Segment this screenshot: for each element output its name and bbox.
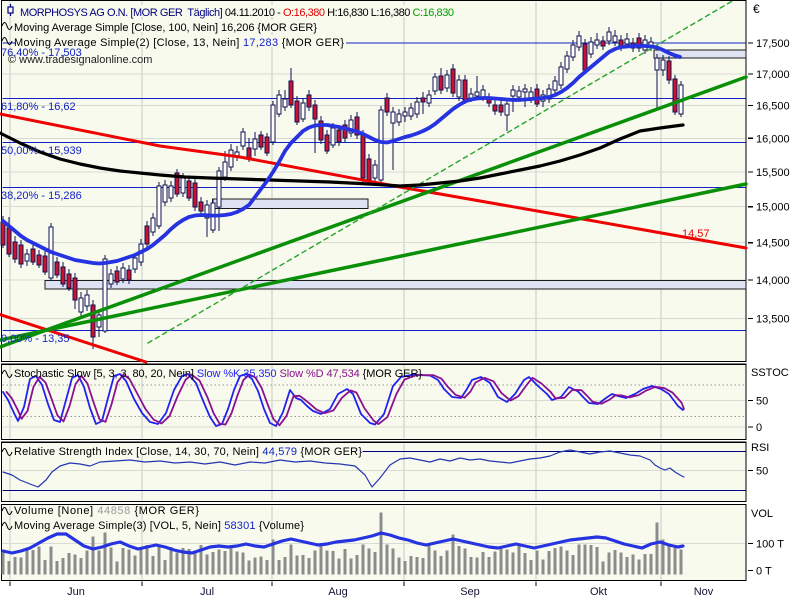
svg-text:Aug: Aug	[328, 586, 348, 598]
svg-text:0 T: 0 T	[756, 566, 772, 578]
svg-text:16,500: 16,500	[756, 101, 790, 113]
svg-text:50,00% - 15,939: 50,00% - 15,939	[1, 145, 82, 157]
svg-text:16,000: 16,000	[756, 133, 790, 145]
svg-text:100 T: 100 T	[756, 539, 784, 551]
svg-text:50: 50	[756, 396, 768, 408]
svg-text:17,000: 17,000	[756, 69, 790, 81]
svg-text:RSI: RSI	[751, 442, 769, 454]
svg-text:Jul: Jul	[200, 586, 214, 598]
svg-text:14,57: 14,57	[682, 228, 710, 240]
svg-text:€: €	[753, 2, 760, 16]
svg-text:61,80% - 16,62: 61,80% - 16,62	[1, 101, 76, 113]
svg-text:Moving Average Simple(3) [VOL,: Moving Average Simple(3) [VOL, 5, Nein] …	[14, 520, 304, 532]
svg-text:VOL: VOL	[751, 508, 773, 520]
svg-text:17,500: 17,500	[756, 38, 790, 50]
svg-text:0: 0	[756, 422, 762, 434]
svg-text:14,000: 14,000	[756, 275, 790, 287]
svg-text:© www.tradesignalonline.com: © www.tradesignalonline.com	[8, 54, 152, 66]
svg-text:Stochastic Slow [5, 3, 3, 80,: Stochastic Slow [5, 3, 3, 80, 20, Nein] …	[14, 368, 422, 380]
svg-text:15,500: 15,500	[756, 167, 790, 179]
svg-text:Sep: Sep	[460, 586, 480, 598]
svg-text:76,40% - 17,503: 76,40% - 17,503	[1, 47, 82, 59]
svg-text:MORPHOSYS AG O.N. [MOR GER Täg: MORPHOSYS AG O.N. [MOR GER Täglich] 04.1…	[20, 7, 454, 19]
svg-text:13,500: 13,500	[756, 314, 790, 326]
svg-text:SSTOC: SSTOC	[751, 367, 789, 379]
svg-text:Okt: Okt	[590, 586, 607, 598]
svg-text:38,20% - 15,286: 38,20% - 15,286	[1, 190, 82, 202]
svg-text:0,00% - 13,35: 0,00% - 13,35	[1, 333, 70, 345]
svg-text:Nov: Nov	[694, 586, 714, 598]
svg-text:Jun: Jun	[67, 586, 85, 598]
svg-text:Relative Strength Index [Close: Relative Strength Index [Close, 14, 30, …	[14, 446, 362, 458]
svg-text:Moving Average Simple [Close,: Moving Average Simple [Close, 100, Nein]…	[14, 22, 317, 34]
svg-text:50: 50	[756, 466, 768, 478]
svg-text:Moving Average Simple(2) [Clos: Moving Average Simple(2) [Close, 13, Nei…	[14, 37, 344, 49]
svg-text:14,500: 14,500	[756, 238, 790, 250]
svg-text:15,000: 15,000	[756, 202, 790, 214]
svg-text:Volume [None] 44858 {MOR GER}: Volume [None] 44858 {MOR GER}	[14, 505, 199, 517]
